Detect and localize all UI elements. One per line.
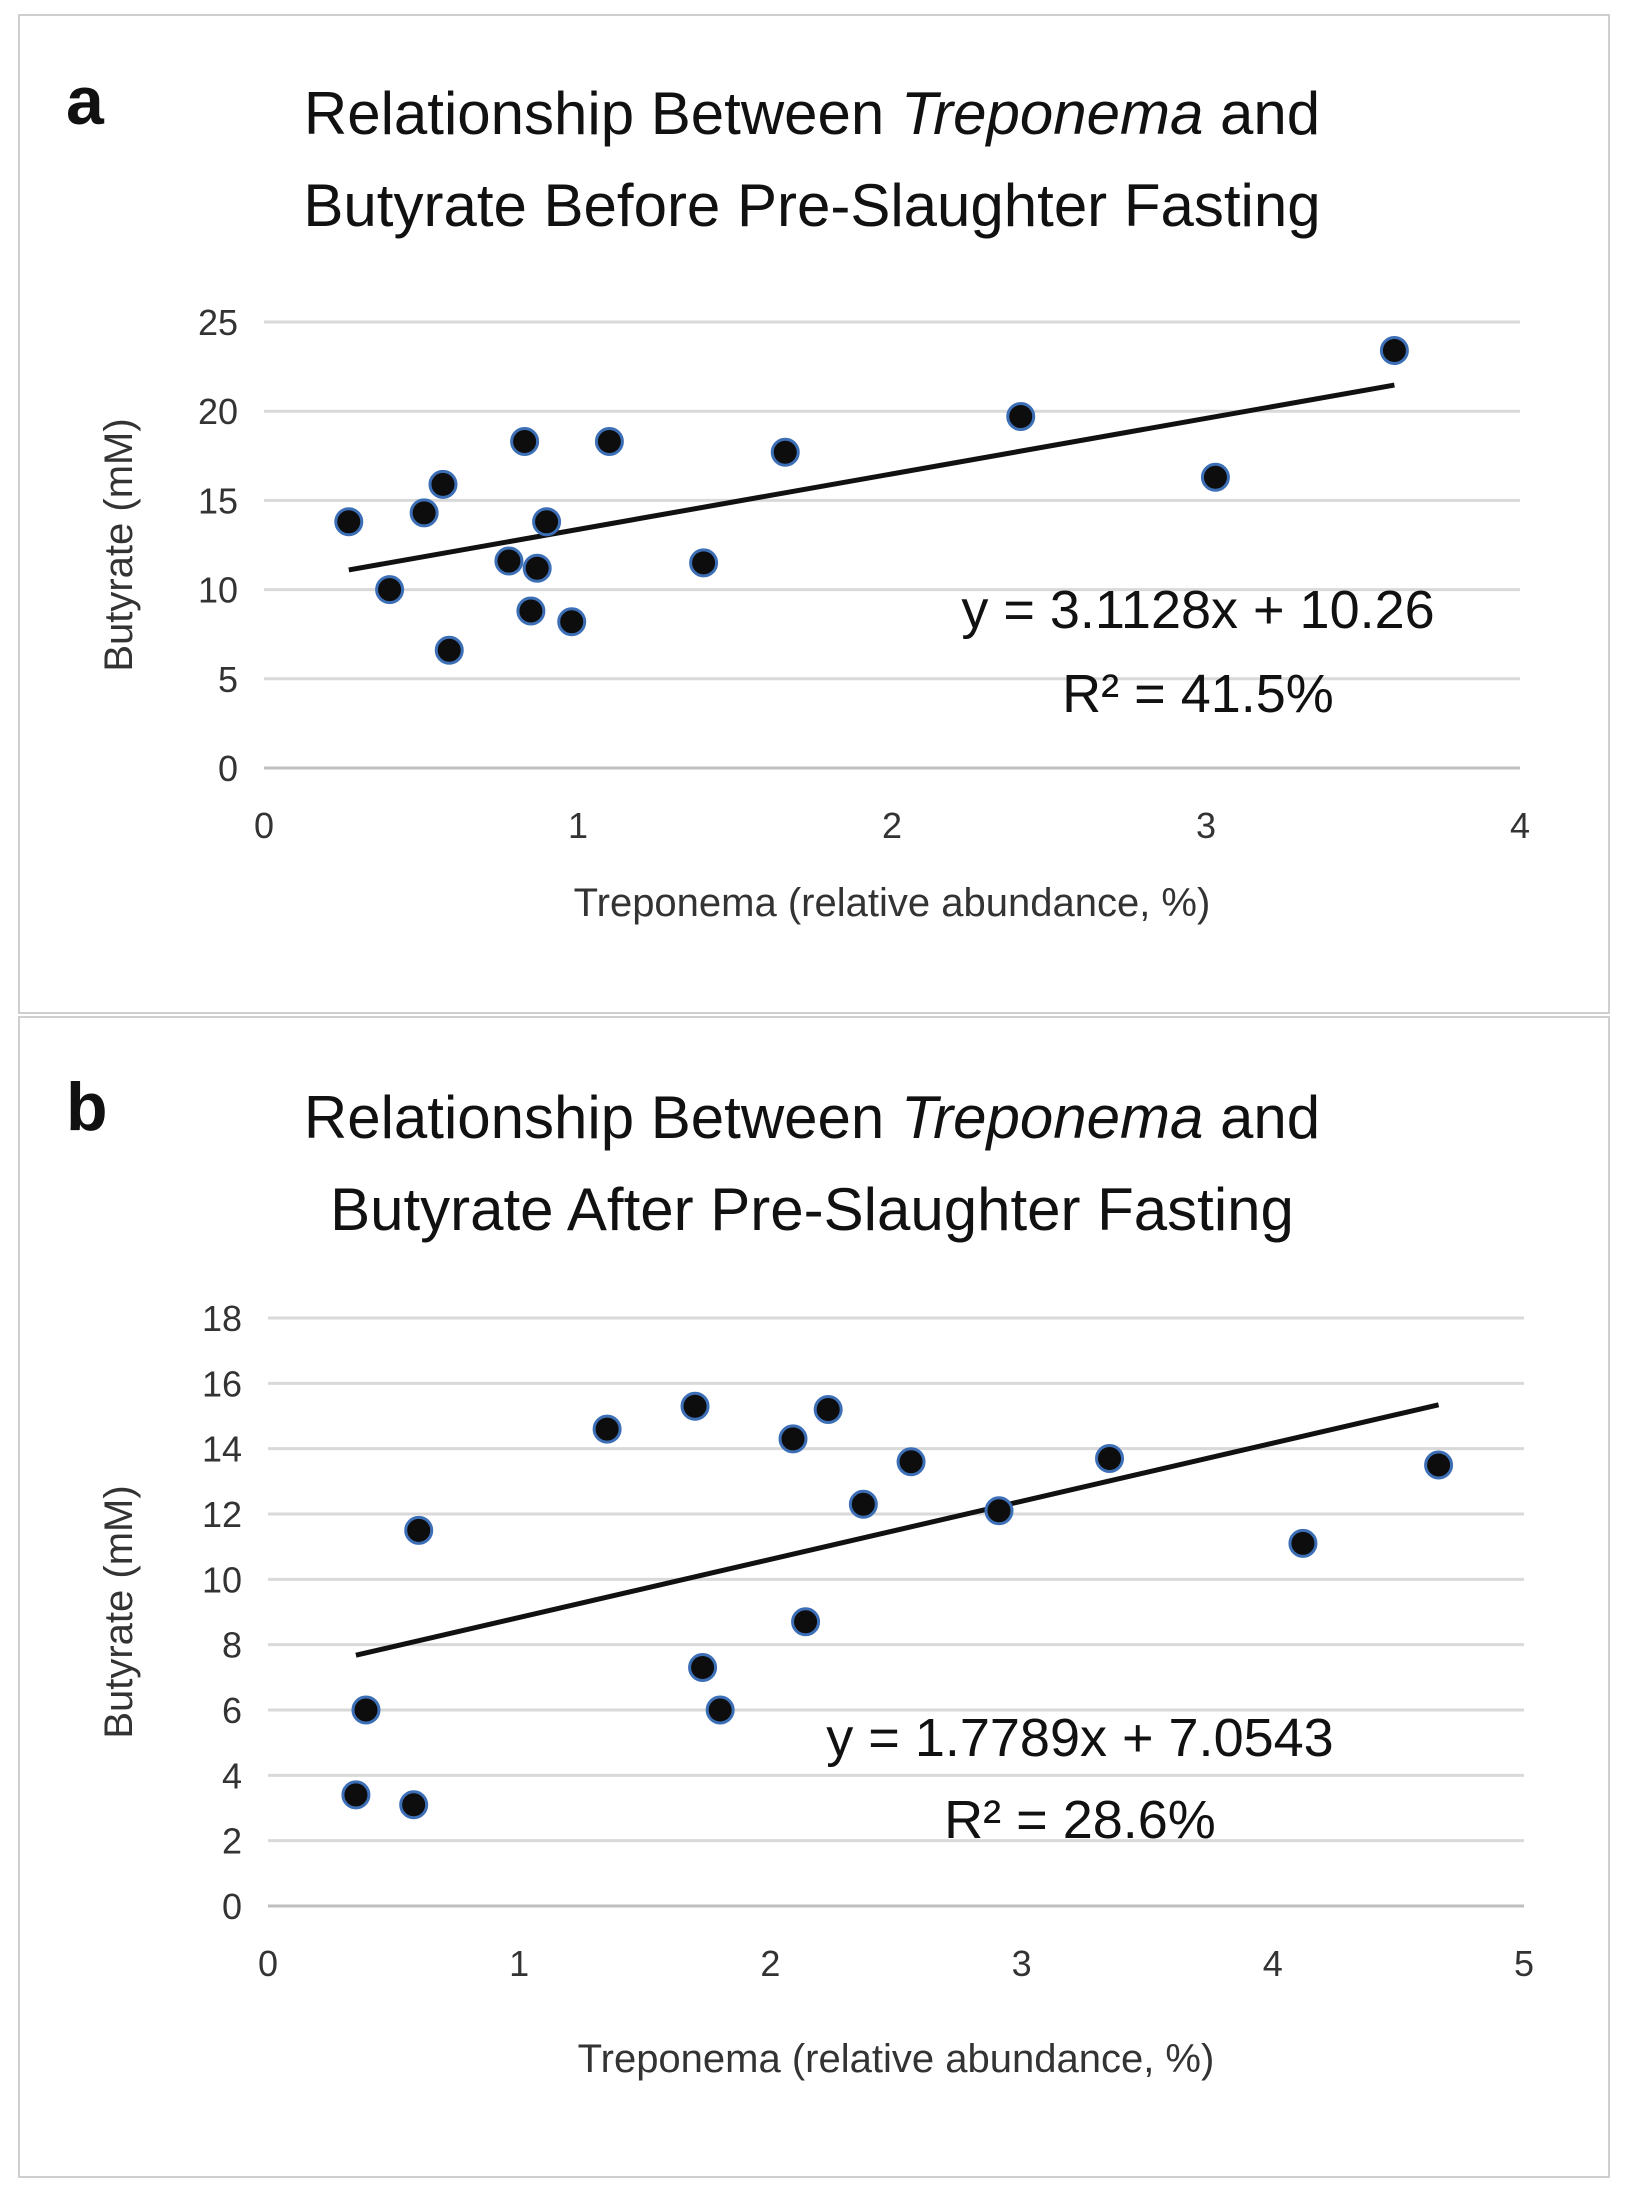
data-point — [791, 1607, 821, 1637]
data-point — [1006, 402, 1036, 432]
data-point — [896, 1447, 926, 1477]
x-tick-label: 1 — [509, 1943, 529, 1984]
y-tick-label: 10 — [202, 1559, 242, 1600]
data-point — [434, 635, 464, 665]
y-tick-label: 5 — [218, 659, 238, 700]
data-point — [1379, 336, 1409, 366]
data-point — [1288, 1528, 1318, 1558]
data-point — [516, 596, 546, 626]
y-tick-label: 25 — [198, 302, 238, 343]
y-tick-label: 20 — [198, 391, 238, 432]
x-tick-label: 2 — [760, 1943, 780, 1984]
x-tick-label: 4 — [1510, 805, 1530, 846]
data-point — [409, 498, 439, 528]
trendline — [348, 382, 1395, 573]
y-axis-label: Butyrate (mM) — [97, 418, 141, 671]
trendline-equation: y = 1.7789x + 7.0543 — [826, 1708, 1333, 1768]
x-tick-label: 0 — [254, 805, 274, 846]
x-axis-label: Treponema (relative abundance, %) — [574, 881, 1211, 925]
data-point — [428, 469, 458, 499]
title-part: Relationship Between — [304, 80, 901, 147]
data-point — [522, 553, 552, 583]
x-tick-label: 1 — [568, 805, 588, 846]
x-tick-label: 3 — [1196, 805, 1216, 846]
data-point — [399, 1790, 429, 1820]
x-tick-label: 0 — [258, 1943, 278, 1984]
y-tick-label: 18 — [202, 1298, 242, 1339]
data-point — [770, 437, 800, 467]
chart-panel-b: b Relationship Between Treponema and Butyr… — [18, 1016, 1610, 2178]
data-point — [984, 1496, 1014, 1526]
x-tick-label: 5 — [1514, 1943, 1534, 1984]
trendline-equation: y = 3.1128x + 10.26 — [961, 580, 1434, 640]
data-point — [778, 1424, 808, 1454]
data-point — [813, 1394, 843, 1424]
x-tick-label: 3 — [1012, 1943, 1032, 1984]
data-point — [689, 548, 719, 578]
data-point — [510, 427, 540, 457]
chart-title-line1: Relationship Between Treponema and — [304, 1084, 1320, 1151]
data-point — [494, 546, 524, 576]
data-point — [1200, 462, 1230, 492]
data-point — [404, 1515, 434, 1545]
y-tick-label: 14 — [202, 1429, 242, 1470]
data-point — [592, 1414, 622, 1444]
chart-panel-a: a Relationship Between Treponema and Butyr… — [18, 14, 1610, 1014]
data-point — [594, 427, 624, 457]
panel-letter: a — [66, 63, 105, 139]
data-point — [705, 1695, 735, 1725]
data-point — [351, 1695, 381, 1725]
y-tick-label: 0 — [218, 748, 238, 789]
panel-letter: b — [66, 1069, 108, 1145]
chart-a-svg: a Relationship Between Treponema and Butyr… — [66, 63, 1530, 925]
title-part: and — [1203, 1084, 1320, 1151]
data-point — [848, 1489, 878, 1519]
title-part: Treponema — [901, 80, 1203, 147]
title-part: Treponema — [901, 1084, 1203, 1151]
x-axis-label: Treponema (relative abundance, %) — [578, 2037, 1215, 2081]
y-axis-label: Butyrate (mM) — [97, 1485, 141, 1738]
y-tick-label: 10 — [198, 570, 238, 611]
y-tick-label: 2 — [222, 1821, 242, 1862]
y-tick-label: 0 — [222, 1886, 242, 1927]
y-tick-label: 8 — [222, 1625, 242, 1666]
data-point — [532, 507, 562, 537]
chart-b-svg: b Relationship Between Treponema and Butyr… — [66, 1069, 1534, 2081]
trendline — [355, 1402, 1440, 1658]
data-point — [1095, 1443, 1125, 1473]
data-point — [557, 607, 587, 637]
r-squared-label: R² = 41.5% — [1062, 664, 1334, 724]
y-tick-label: 12 — [202, 1494, 242, 1535]
y-tick-label: 4 — [222, 1755, 242, 1796]
chart-title-line1: Relationship Between Treponema and — [304, 80, 1320, 147]
x-tick-label: 2 — [882, 805, 902, 846]
data-point — [334, 507, 364, 537]
data-point — [341, 1780, 371, 1810]
y-tick-label: 6 — [222, 1690, 242, 1731]
r-squared-label: R² = 28.6% — [944, 1790, 1216, 1850]
title-part: Relationship Between — [304, 1084, 901, 1151]
data-point — [680, 1391, 710, 1421]
data-point — [1424, 1450, 1454, 1480]
y-tick-label: 16 — [202, 1363, 242, 1404]
chart-title-line2: Butyrate After Pre-Slaughter Fasting — [330, 1176, 1294, 1243]
data-point — [688, 1653, 718, 1683]
title-part: and — [1203, 80, 1320, 147]
chart-title-line2: Butyrate Before Pre-Slaughter Fasting — [303, 172, 1320, 239]
data-point — [375, 575, 405, 605]
y-tick-label: 15 — [198, 480, 238, 521]
x-tick-label: 4 — [1263, 1943, 1283, 1984]
